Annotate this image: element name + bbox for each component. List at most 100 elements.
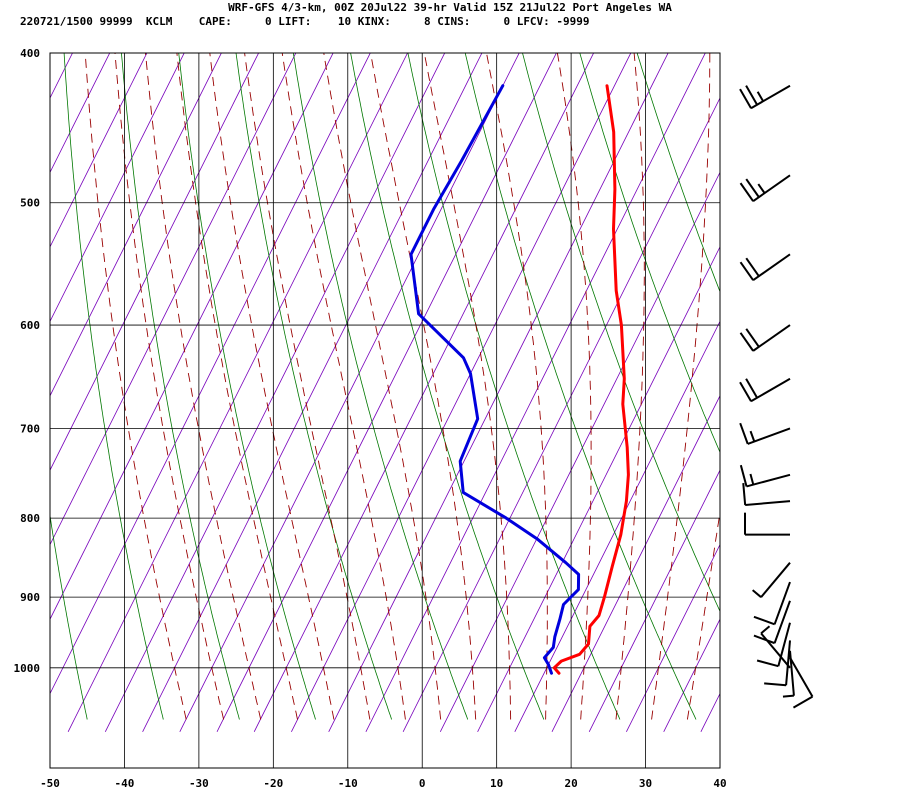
- barb-staff: [777, 622, 791, 667]
- y-tick-label: 500: [20, 197, 40, 210]
- wind-barb: [764, 640, 791, 687]
- x-tick-label: -10: [338, 777, 358, 790]
- dry-adiabat-line: [178, 53, 316, 720]
- isotherm-line: [50, 53, 73, 99]
- moist-adiabat-line: [84, 53, 187, 720]
- barb-feather: [739, 88, 752, 109]
- y-tick-label: 900: [20, 591, 40, 604]
- barb-feather: [756, 91, 765, 102]
- tick-labels: -50 -40 -30 -20 -10 0 10 20 30 40 400 500 600 700 800 9…: [14, 47, 727, 790]
- wind-barb: [744, 512, 790, 536]
- wind-barb: [752, 562, 791, 598]
- wind-barb: [753, 581, 791, 626]
- barb-feather: [745, 257, 760, 277]
- isotherm-line: [588, 469, 720, 732]
- isotherm-line: [626, 543, 720, 732]
- isotherm-line: [50, 53, 334, 621]
- barb-feather: [753, 634, 775, 645]
- barb-feather: [760, 625, 771, 635]
- barb-staff: [752, 174, 791, 202]
- moist-adiabat-line: [281, 53, 406, 720]
- isotherm-line: [439, 171, 720, 732]
- isotherm-line: [50, 53, 148, 248]
- isotherm-line: [50, 53, 260, 472]
- x-tick-label: 10: [490, 777, 503, 790]
- barb-feather: [745, 378, 758, 399]
- dry-adiabat-line: [50, 513, 88, 720]
- moist-adiabat-line: [209, 53, 335, 720]
- barb-staff: [745, 500, 791, 507]
- barb-staff: [785, 640, 791, 686]
- isotherm-line: [50, 53, 222, 397]
- barb-feather: [745, 328, 760, 348]
- y-tick-label: 600: [20, 319, 40, 332]
- x-tick-label: 0: [419, 777, 426, 790]
- barb-feather: [739, 261, 754, 281]
- wind-barb: [760, 625, 791, 669]
- barb-staff: [789, 657, 814, 698]
- isotherm-line: [402, 97, 720, 732]
- chart-title: WRF-GFS 4/3-km, 00Z 20Jul22 39-hr Valid …: [228, 1, 672, 14]
- isotherm-line: [104, 53, 446, 732]
- barb-feather: [753, 615, 775, 626]
- isotherm-line: [50, 53, 297, 546]
- isotherm-line: [216, 53, 557, 732]
- dry-adiabat-line: [579, 53, 720, 454]
- moist-adiabat-line: [556, 53, 592, 720]
- moist-adiabat-line: [370, 53, 477, 720]
- dewpoint-line: [409, 84, 581, 675]
- moist-adiabat-line: [686, 509, 720, 720]
- barb-staff: [752, 324, 791, 352]
- barb-feather: [739, 464, 748, 487]
- isotherm-line: [50, 53, 185, 323]
- x-tick-label: 30: [639, 777, 652, 790]
- isotherm-line: [50, 53, 111, 174]
- isotherm-line: [253, 53, 595, 732]
- barb-staff: [747, 427, 791, 445]
- wind-barb: [753, 600, 791, 645]
- barb-feather: [764, 682, 787, 687]
- wind-barb: [739, 174, 791, 202]
- isotherm-line: [0, 0, 6, 732]
- background-lines: [0, 0, 900, 732]
- wind-barb: [739, 422, 791, 445]
- y-tick-label: 800: [20, 512, 40, 525]
- barb-feather: [739, 381, 752, 402]
- isotherm-line: [514, 320, 720, 732]
- x-tick-label: -20: [263, 777, 283, 790]
- dry-adiabat-line: [120, 53, 240, 720]
- dry-adiabat-line: [522, 53, 720, 613]
- x-tick-label: 20: [564, 777, 577, 790]
- dry-adiabat-line: [63, 53, 164, 720]
- isotherm-line: [142, 53, 483, 732]
- barb-feather: [756, 659, 779, 668]
- wind-barb: [739, 464, 791, 488]
- isotherm-line: [291, 53, 632, 732]
- x-tick-label: -50: [40, 777, 60, 790]
- grid-lines: [50, 53, 720, 768]
- barb-feather: [742, 483, 747, 506]
- barb-feather: [749, 473, 755, 485]
- x-tick-label: 40: [713, 777, 726, 790]
- moist-adiabat-line: [323, 53, 442, 720]
- barb-staff: [773, 581, 791, 625]
- moist-adiabat-line: [244, 53, 371, 720]
- wind-barb: [742, 483, 791, 507]
- isotherm-line: [813, 0, 900, 732]
- barb-feather: [739, 422, 749, 445]
- wind-barb: [739, 324, 791, 352]
- isotherm-line: [775, 0, 900, 732]
- barb-feather: [745, 178, 760, 198]
- barb-feather: [757, 183, 766, 194]
- isotherm-line: [887, 0, 900, 732]
- plot-frame: [49, 52, 721, 769]
- wind-barb: [739, 377, 791, 403]
- isotherm-line: [0, 0, 43, 732]
- moist-adiabat-line: [176, 53, 298, 720]
- barb-feather: [749, 430, 756, 442]
- barb-feather: [782, 694, 795, 698]
- moist-adiabat-line: [615, 53, 645, 720]
- dry-adiabat-line: [350, 53, 545, 720]
- moist-adiabat-line: [145, 53, 262, 720]
